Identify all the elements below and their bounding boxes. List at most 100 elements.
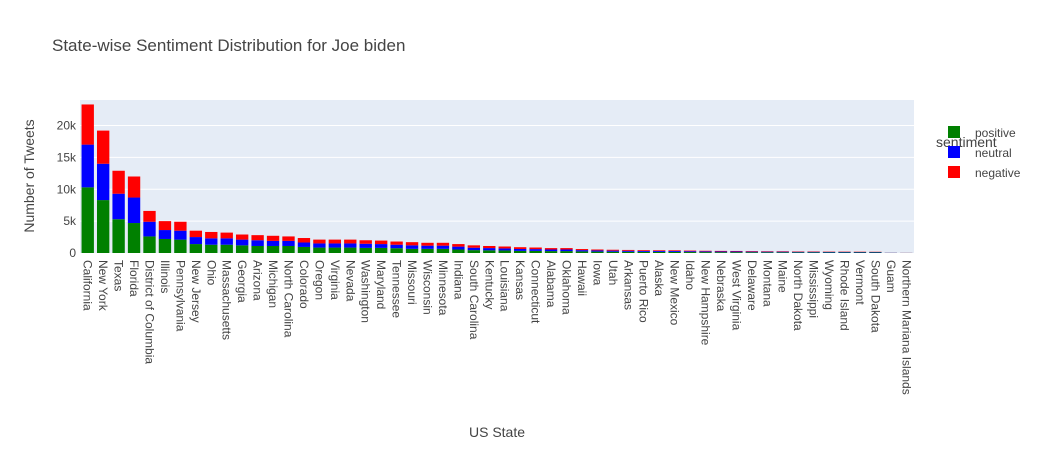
bar-neutral[interactable] [684, 251, 696, 252]
bar-positive[interactable] [560, 251, 572, 253]
bar-positive[interactable] [143, 236, 155, 253]
bar-negative[interactable] [97, 131, 109, 164]
bar-negative[interactable] [143, 211, 155, 222]
bar-neutral[interactable] [807, 252, 819, 253]
bar-neutral[interactable] [174, 231, 186, 240]
bar-negative[interactable] [329, 240, 341, 244]
bar-negative[interactable] [406, 242, 418, 245]
bar-neutral[interactable] [591, 250, 603, 251]
bar-positive[interactable] [298, 247, 310, 253]
bar-positive[interactable] [699, 252, 711, 253]
bar-neutral[interactable] [329, 243, 341, 247]
bar-positive[interactable] [174, 240, 186, 253]
bar-neutral[interactable] [190, 237, 202, 244]
bar-positive[interactable] [761, 252, 773, 253]
bar-negative[interactable] [715, 251, 727, 252]
bar-neutral[interactable] [375, 244, 387, 248]
bar-neutral[interactable] [699, 251, 711, 252]
bar-positive[interactable] [159, 239, 171, 253]
bar-neutral[interactable] [406, 245, 418, 249]
bar-positive[interactable] [638, 252, 650, 253]
bar-negative[interactable] [607, 250, 619, 251]
bar-positive[interactable] [499, 250, 511, 253]
bar-neutral[interactable] [545, 249, 557, 251]
bar-positive[interactable] [421, 249, 433, 253]
bar-neutral[interactable] [483, 248, 495, 250]
bar-negative[interactable] [668, 250, 680, 251]
bar-neutral[interactable] [82, 145, 94, 188]
bar-positive[interactable] [576, 251, 588, 253]
bar-positive[interactable] [807, 252, 819, 253]
bar-neutral[interactable] [360, 244, 372, 248]
bar-positive[interactable] [112, 219, 124, 253]
bar-negative[interactable] [514, 247, 526, 249]
bar-positive[interactable] [715, 252, 727, 253]
bar-negative[interactable] [282, 236, 294, 240]
bar-negative[interactable] [267, 236, 279, 241]
bar-negative[interactable] [313, 240, 325, 244]
bar-neutral[interactable] [468, 248, 480, 250]
bar-positive[interactable] [838, 252, 850, 253]
bar-neutral[interactable] [715, 251, 727, 252]
bar-neutral[interactable] [221, 238, 233, 244]
bar-neutral[interactable] [777, 252, 789, 253]
bar-positive[interactable] [313, 248, 325, 253]
bar-positive[interactable] [607, 252, 619, 253]
bar-neutral[interactable] [437, 246, 449, 249]
bar-positive[interactable] [128, 223, 140, 253]
bar-positive[interactable] [406, 249, 418, 253]
bar-neutral[interactable] [576, 250, 588, 251]
bar-neutral[interactable] [128, 198, 140, 224]
bar-positive[interactable] [236, 245, 248, 253]
bar-positive[interactable] [97, 200, 109, 253]
bar-negative[interactable] [159, 221, 171, 230]
bar-positive[interactable] [746, 252, 758, 253]
bar-negative[interactable] [190, 231, 202, 237]
bar-negative[interactable] [360, 240, 372, 244]
bar-positive[interactable] [437, 249, 449, 253]
bar-neutral[interactable] [298, 242, 310, 246]
bar-negative[interactable] [344, 240, 356, 244]
bar-positive[interactable] [267, 246, 279, 253]
bar-negative[interactable] [421, 243, 433, 246]
bar-negative[interactable] [236, 235, 248, 240]
bar-neutral[interactable] [730, 251, 742, 252]
bar-negative[interactable] [622, 250, 634, 251]
bar-neutral[interactable] [668, 251, 680, 252]
bar-negative[interactable] [437, 243, 449, 246]
bar-negative[interactable] [746, 251, 758, 252]
bar-negative[interactable] [221, 233, 233, 239]
bar-negative[interactable] [576, 249, 588, 250]
bar-negative[interactable] [468, 245, 480, 247]
bar-negative[interactable] [545, 248, 557, 249]
bar-positive[interactable] [777, 252, 789, 253]
bar-negative[interactable] [298, 238, 310, 242]
bar-negative[interactable] [483, 246, 495, 248]
bar-positive[interactable] [344, 248, 356, 253]
bar-negative[interactable] [699, 251, 711, 252]
bar-positive[interactable] [452, 249, 464, 253]
bar-negative[interactable] [653, 250, 665, 251]
bar-positive[interactable] [653, 252, 665, 253]
bar-positive[interactable] [375, 248, 387, 253]
bar-neutral[interactable] [390, 245, 402, 249]
bar-neutral[interactable] [143, 222, 155, 237]
bar-positive[interactable] [514, 251, 526, 253]
bar-negative[interactable] [560, 248, 572, 249]
bar-neutral[interactable] [638, 251, 650, 252]
bar-neutral[interactable] [236, 240, 248, 246]
bar-neutral[interactable] [251, 240, 263, 246]
bar-positive[interactable] [622, 252, 634, 253]
bar-positive[interactable] [82, 187, 94, 253]
bar-neutral[interactable] [267, 241, 279, 246]
bar-neutral[interactable] [560, 249, 572, 251]
bar-neutral[interactable] [421, 246, 433, 249]
bar-neutral[interactable] [452, 247, 464, 250]
bar-positive[interactable] [792, 252, 804, 253]
bar-neutral[interactable] [838, 252, 850, 253]
bar-positive[interactable] [529, 251, 541, 253]
bar-negative[interactable] [375, 241, 387, 245]
bar-positive[interactable] [869, 252, 881, 253]
bar-positive[interactable] [545, 251, 557, 253]
